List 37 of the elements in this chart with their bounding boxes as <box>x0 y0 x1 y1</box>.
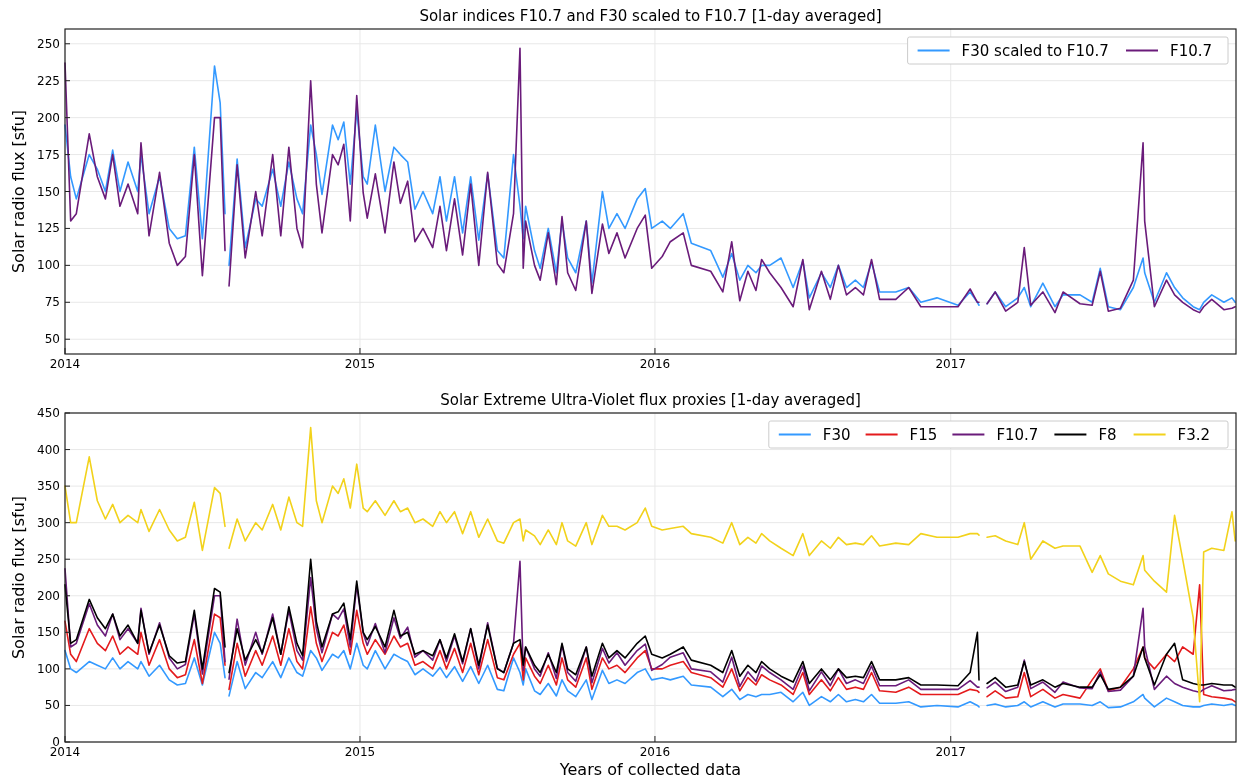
y-tick-label: 75 <box>44 295 60 310</box>
legend-label: F15 <box>909 425 938 444</box>
y-tick-label: 200 <box>37 110 60 125</box>
x-tick-label: 2015 <box>344 357 376 371</box>
x-tick-label: 2017 <box>935 745 966 759</box>
y-tick-label: 50 <box>44 332 60 347</box>
x-tick-label: 2017 <box>935 357 966 371</box>
y-tick-label: 200 <box>37 588 60 603</box>
y-tick-label: 125 <box>37 221 60 236</box>
y-tick-label: 175 <box>37 147 60 162</box>
x-tick-label: 2016 <box>639 357 671 371</box>
y-tick-label: 150 <box>37 625 60 640</box>
x-axis-title: Years of collected data <box>558 760 742 779</box>
y-tick-label: 250 <box>37 36 60 51</box>
y-tick-label: 350 <box>37 479 60 494</box>
x-tick-label: 2015 <box>344 745 376 759</box>
legend-label: F10.7 <box>996 425 1039 444</box>
legend-label: F10.7 <box>1170 41 1213 60</box>
legend-label: F8 <box>1098 425 1117 444</box>
y-tick-label: 50 <box>44 698 60 713</box>
legend-label: F30 <box>822 425 851 444</box>
legend-label: F3.2 <box>1177 425 1211 444</box>
y-tick-label: 300 <box>37 515 60 530</box>
y-axis-title: Solar radio flux [sfu] <box>9 109 28 274</box>
x-tick-label: 2014 <box>49 357 81 371</box>
y-tick-label: 225 <box>37 73 60 88</box>
y-tick-label: 400 <box>37 442 60 457</box>
y-tick-label: 100 <box>37 661 60 676</box>
y-tick-label: 450 <box>37 406 60 420</box>
y-tick-label: 150 <box>37 184 60 199</box>
chart-title: Solar Extreme Ultra-Violet flux proxies [1-day averaged] <box>440 391 861 409</box>
y-tick-label: 100 <box>37 258 60 273</box>
y-axis-title: Solar radio flux [sfu] <box>9 495 28 660</box>
legend-label: F30 scaled to F10.7 <box>961 41 1109 60</box>
y-tick-label: 250 <box>37 552 60 567</box>
chart-title: Solar indices F10.7 and F30 scaled to F10.7 [1-day averaged] <box>419 7 882 25</box>
x-tick-label: 2016 <box>639 745 671 759</box>
